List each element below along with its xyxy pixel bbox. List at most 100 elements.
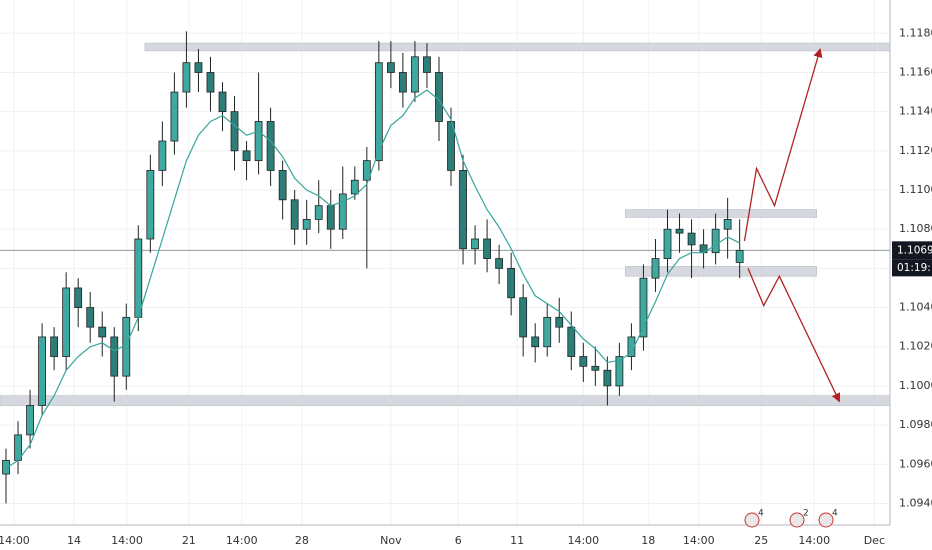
y-tick-label: 1.10200 <box>899 340 932 353</box>
candle-body <box>639 277 648 338</box>
candle <box>242 141 251 181</box>
candle <box>603 356 612 406</box>
candle <box>74 278 83 328</box>
candle-body <box>74 287 83 308</box>
candle <box>435 56 443 142</box>
price-label-box <box>892 241 932 260</box>
zone <box>625 209 817 218</box>
candle <box>374 41 383 171</box>
candle <box>266 107 275 187</box>
candle <box>86 291 95 343</box>
candle-body <box>519 297 528 338</box>
candle <box>218 82 227 132</box>
x-tick-label: 14:00 <box>798 534 830 547</box>
candle-body <box>242 150 251 162</box>
candle-body <box>350 179 359 195</box>
event-count: 4 <box>758 509 764 519</box>
candle <box>302 199 311 245</box>
candle <box>362 146 371 269</box>
candle-body <box>386 62 395 73</box>
candle-body <box>435 72 443 122</box>
x-tick-label: 25 <box>754 534 768 547</box>
y-tick-label: 1.11400 <box>899 105 932 118</box>
candle <box>290 190 299 245</box>
candle <box>555 297 564 343</box>
candle <box>615 342 624 396</box>
countdown: 01:19:12 <box>897 262 932 274</box>
candle <box>170 72 179 155</box>
y-tick-label: 1.10400 <box>899 301 932 314</box>
candle <box>519 284 528 357</box>
candle-body <box>507 267 516 299</box>
event-icon <box>789 512 805 528</box>
candle <box>182 31 191 108</box>
zone <box>0 395 891 406</box>
candle-body <box>687 232 696 246</box>
x-tick-label: Dec <box>864 534 885 547</box>
y-tick-label: 1.09400 <box>899 496 932 509</box>
projection-arrow <box>743 48 823 242</box>
candle <box>350 166 359 200</box>
candle-body <box>254 121 263 162</box>
y-tick-label: 1.10000 <box>899 379 932 392</box>
candle <box>687 219 696 279</box>
candle-body <box>591 365 600 371</box>
candle-body <box>543 316 552 348</box>
candle-body <box>326 205 335 230</box>
candle <box>723 197 732 259</box>
candle <box>411 41 419 102</box>
candle <box>146 154 155 253</box>
candle <box>26 389 34 449</box>
candle-body <box>50 336 59 357</box>
candle-body <box>290 199 299 230</box>
candle-body <box>134 238 143 318</box>
x-tick-label: 21 <box>182 534 196 547</box>
candle <box>14 421 22 475</box>
candle-body <box>579 356 588 367</box>
x-tick-label: 6 <box>455 534 462 547</box>
x-tick-label: 11 <box>510 534 524 547</box>
candle-body <box>723 219 732 230</box>
x-tick-label: 14:00 <box>226 534 258 547</box>
candle-body <box>206 72 215 93</box>
candle-body <box>399 72 407 93</box>
candle-body <box>471 238 479 250</box>
candle-body <box>374 62 383 162</box>
y-tick-label: 1.11600 <box>899 65 932 78</box>
event-count: 4 <box>832 509 838 519</box>
y-tick-label: 1.11000 <box>899 183 932 196</box>
candle-body <box>362 160 371 181</box>
candle <box>639 264 648 351</box>
candle <box>314 180 323 234</box>
candle <box>711 213 720 265</box>
candle-body <box>651 258 660 279</box>
moving-average <box>5 89 740 469</box>
projection-arrow <box>747 268 841 403</box>
event-icon <box>818 512 834 528</box>
candle-body <box>98 326 107 338</box>
candle-body <box>314 205 323 220</box>
y-tick-label: 1.09600 <box>899 457 932 470</box>
candle-body <box>423 56 431 73</box>
candle <box>579 342 588 382</box>
candle <box>134 225 143 332</box>
candle <box>122 303 131 390</box>
candle-body <box>711 228 720 254</box>
candle-body <box>230 111 239 152</box>
candle-body <box>735 249 744 263</box>
countdown-box <box>892 259 932 277</box>
candle <box>254 72 263 175</box>
candle-body <box>158 140 167 171</box>
candle-body <box>38 336 46 406</box>
candle <box>663 209 672 273</box>
y-tick-label: 1.09800 <box>899 418 932 431</box>
candle <box>158 121 167 187</box>
candle-body <box>459 170 467 250</box>
candle-body <box>2 459 10 475</box>
candle <box>459 154 467 265</box>
candle-body <box>62 287 71 357</box>
candle <box>278 160 287 220</box>
x-tick-label: 14:00 <box>567 534 599 547</box>
y-tick-label: 1.11800 <box>899 26 932 39</box>
candle <box>735 219 744 279</box>
